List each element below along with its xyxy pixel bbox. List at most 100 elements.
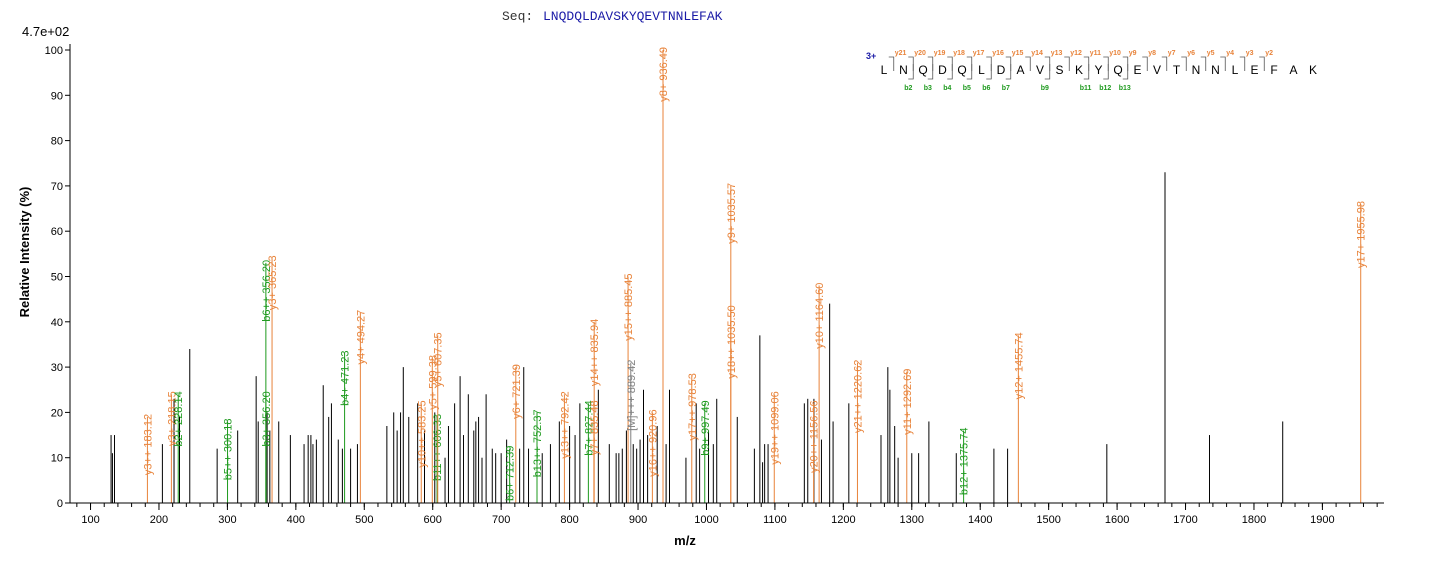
peak-label-35: y17+ 1955.98	[1356, 201, 1368, 268]
x-tick-label-1: 200	[150, 514, 168, 526]
residue-14: V	[1153, 63, 1161, 77]
y-tick-label-5: 50	[51, 272, 63, 284]
residue-22: K	[1309, 63, 1317, 77]
residue-1: N	[899, 63, 908, 77]
x-tick-label-16: 1700	[1173, 514, 1197, 526]
x-tick-label-13: 1400	[968, 514, 992, 526]
peak-label-16: y13++ 792.42	[559, 391, 571, 458]
x-tick-label-12: 1300	[900, 514, 924, 526]
y-ion-bracket-14	[1161, 56, 1168, 71]
peak-label-1: y3+ 218.15	[166, 391, 178, 446]
peak-label-3: b5++ 300.18	[223, 418, 235, 480]
y-tick-label-7: 70	[51, 181, 63, 193]
b-ion-label-7: b11	[1080, 85, 1092, 92]
peak-label-8: y4+ 494.27	[355, 310, 367, 365]
x-axis-title: m/z	[674, 533, 696, 548]
x-tick-label-17: 1800	[1242, 514, 1266, 526]
y-ion-bracket-9	[1064, 56, 1070, 71]
residue-20: F	[1270, 63, 1277, 77]
b-ion-bracket-3	[966, 64, 973, 80]
y-ion-bracket-13	[1142, 56, 1148, 71]
y-ion-label-10: y11	[1090, 50, 1101, 57]
residue-13: E	[1133, 63, 1141, 77]
peak-label-9: y10++ 583.25	[416, 400, 428, 467]
y-ion-bracket-2	[927, 56, 934, 71]
y-ion-label-9: y12	[1070, 50, 1082, 57]
residue-5: L	[978, 63, 985, 77]
residue-8: V	[1036, 63, 1044, 77]
y-ion-label-3: y18	[953, 50, 965, 57]
peak-label-28: y19++ 1099.06	[769, 391, 781, 464]
residue-9: S	[1055, 63, 1063, 77]
y-ion-label-15: y6	[1187, 50, 1195, 57]
y-ion-label-7: y14	[1031, 50, 1043, 57]
residue-12: Q	[1113, 63, 1122, 77]
peak-label-18: y7+ 835.48	[589, 400, 601, 455]
peak-label-30: y10+ 1164.60	[814, 283, 826, 349]
b-ion-label-2: b4	[943, 85, 951, 92]
y-tick-label-8: 80	[51, 136, 63, 148]
residue-6: D	[997, 63, 1006, 77]
peak-label-33: b12+ 1375.74	[959, 428, 971, 496]
residue-19: E	[1250, 63, 1258, 77]
b-ion-label-4: b6	[982, 85, 990, 92]
y-axis-title: Relative Intensity (%)	[17, 187, 32, 318]
peak-label-31: y21++ 1220.62	[852, 360, 864, 433]
y-ion-label-5: y16	[992, 50, 1004, 57]
y-ion-bracket-17	[1220, 56, 1226, 71]
residue-10: K	[1075, 63, 1083, 77]
x-tick-label-3: 400	[287, 514, 305, 526]
peptide-sequence: LNQDQLDAVSKYQEVTNNLEFAK	[543, 9, 723, 24]
x-tick-label-2: 300	[218, 514, 236, 526]
y-ion-bracket-7	[1025, 56, 1031, 71]
peak-label-22: y16++ 920.96	[647, 409, 659, 476]
residue-18: L	[1232, 63, 1239, 77]
peak-label-29: y20++ 1156.56	[809, 400, 821, 473]
peak-label-34: y12+ 1455.74	[1013, 332, 1025, 399]
y-ion-bracket-4	[966, 56, 973, 71]
b-ion-bracket-0	[908, 64, 914, 80]
y-ion-bracket-0	[888, 56, 895, 71]
b-ion-bracket-4	[986, 64, 992, 80]
b-ion-bracket-5	[1005, 64, 1012, 80]
y-ion-bracket-16	[1200, 56, 1207, 71]
x-tick-label-8: 900	[629, 514, 647, 526]
b-ion-label-0: b2	[904, 85, 912, 92]
b-ion-bracket-6	[1044, 64, 1051, 80]
y-tick-label-6: 60	[51, 226, 63, 238]
peak-label-12: y5+ 607.35	[433, 332, 445, 387]
b-ion-bracket-7	[1083, 64, 1090, 80]
b-ion-bracket-9	[1122, 64, 1129, 80]
y-ion-bracket-18	[1239, 56, 1246, 71]
y-ion-bracket-8	[1044, 56, 1051, 71]
residue-21: A	[1289, 63, 1297, 77]
y-ion-label-8: y13	[1051, 50, 1063, 57]
x-tick-label-0: 100	[81, 514, 99, 526]
peak-label-7: b4+ 471.23	[340, 351, 352, 406]
y-ion-bracket-19	[1259, 56, 1265, 71]
peak-label-14: y6+ 721.39	[511, 364, 523, 419]
y-ion-label-0: y21	[895, 50, 907, 57]
peak-label-5: b6++ 356.20	[261, 260, 273, 322]
x-tick-label-4: 500	[355, 514, 373, 526]
seq-label: Seq:	[502, 9, 533, 24]
y-ion-label-18: y3	[1246, 50, 1254, 57]
x-tick-label-5: 600	[424, 514, 442, 526]
peak-label-2: b2+ 228.14	[173, 391, 185, 446]
peak-label-0: y3++ 183.12	[142, 414, 154, 475]
y-ion-label-14: y7	[1168, 50, 1176, 57]
x-tick-label-11: 1200	[831, 514, 855, 526]
peak-label-32: y11+ 1292.69	[902, 369, 914, 435]
x-tick-label-9: 1000	[694, 514, 718, 526]
y-ion-label-17: y4	[1226, 50, 1234, 57]
y-tick-label-2: 20	[51, 407, 63, 419]
y-ion-label-16: y5	[1207, 50, 1215, 57]
residue-3: D	[938, 63, 947, 77]
y-tick-label-0: 0	[57, 498, 63, 510]
y-ion-label-11: y10	[1109, 50, 1121, 57]
peak-label-17: b7+ 827.44	[583, 400, 595, 455]
intensity-scale: 4.7e+02	[22, 24, 69, 39]
x-tick-label-10: 1100	[763, 514, 787, 526]
